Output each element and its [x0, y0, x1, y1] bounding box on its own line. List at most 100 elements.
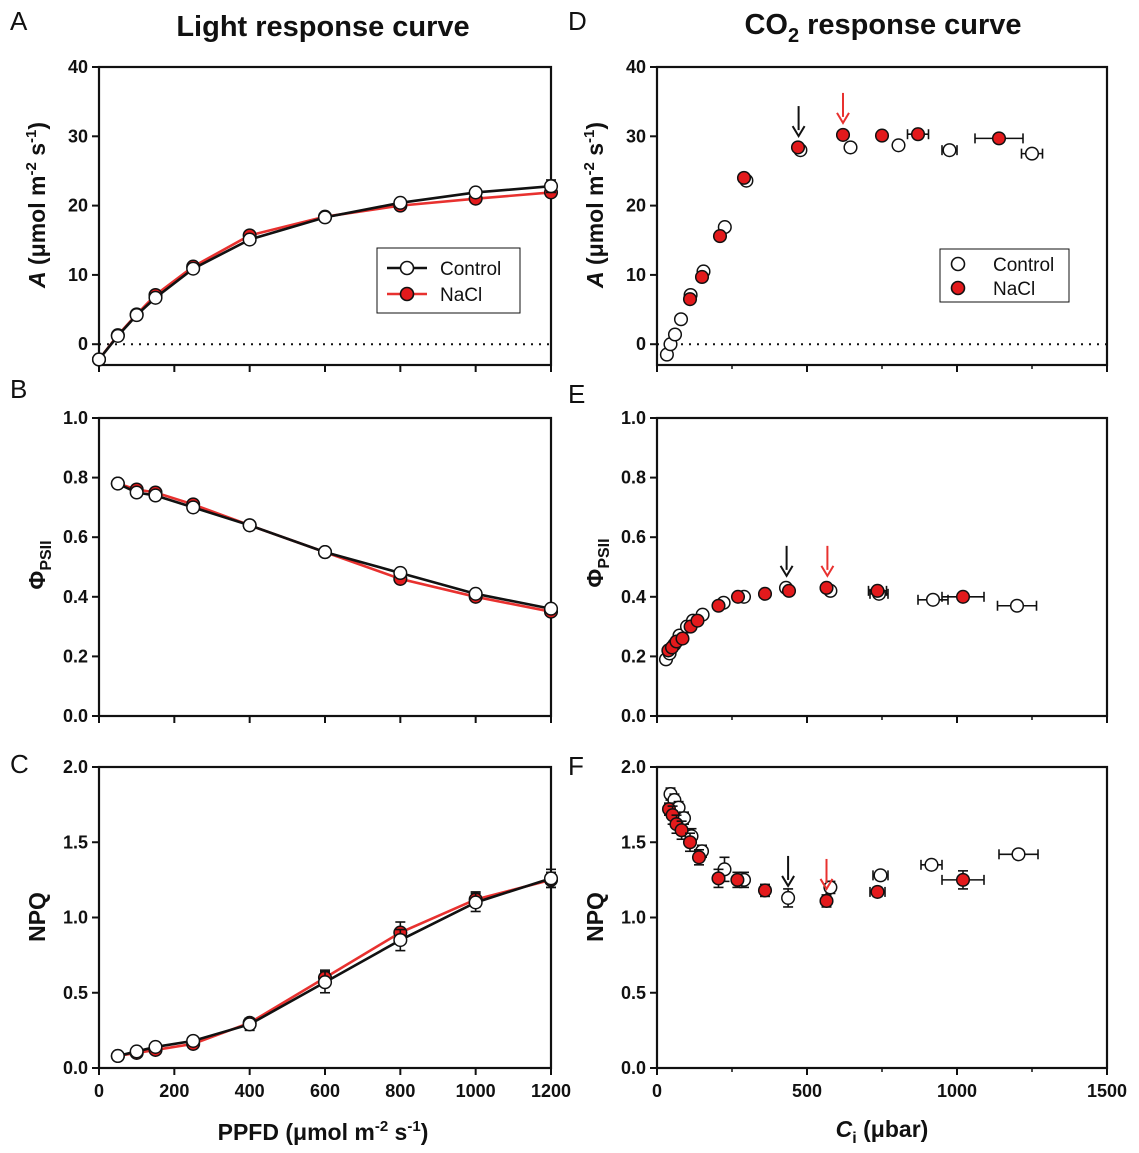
control-data-point: [468, 185, 483, 200]
nacl-data-point: [790, 140, 806, 155]
nacl-data-point: [874, 128, 890, 143]
control-data-point: [781, 890, 796, 905]
nacl-data-point: [991, 131, 1007, 146]
control-data-point: [1011, 847, 1026, 862]
y-tick-label: 0.5: [621, 983, 646, 1003]
nacl-data-point: [730, 872, 745, 887]
y-axis-label-a: A (μmol m-2 s-1): [23, 122, 50, 289]
control-data-point: [148, 1039, 163, 1054]
nacl-series-line: [117, 878, 552, 1058]
y-tick-label: 1.0: [621, 408, 646, 428]
control-data-point: [186, 261, 201, 276]
y-tick-label: 0.2: [621, 646, 646, 666]
nacl-data-point: [910, 127, 926, 142]
x-tick-label: 500: [792, 1081, 822, 1101]
panel-letter-e: E: [568, 379, 585, 409]
y-axis-label-b: ΦPSII: [24, 540, 55, 589]
plot-panel-e: 0.0 0.2 0.4 0.6 0.8 1.0: [621, 408, 1109, 726]
control-data-point: [925, 592, 941, 607]
nacl-data-point: [781, 583, 797, 598]
control-data-point: [110, 1048, 125, 1064]
co2-response-title: CO2 response curve: [744, 9, 1021, 47]
y-tick-label: 0: [636, 334, 646, 354]
legend-control-label: Control: [993, 255, 1054, 276]
panel-letter-c: C: [10, 749, 29, 779]
legend-d: Control NaCl: [939, 248, 1070, 303]
y-tick-label: 1.5: [621, 832, 646, 852]
control-data-point: [393, 195, 408, 210]
y-tick-label: 0.6: [621, 527, 646, 547]
control-data-point: [242, 232, 257, 247]
y-tick-label: 0.0: [63, 706, 88, 726]
y-tick-label: 30: [68, 126, 88, 146]
nacl-data-point: [757, 586, 773, 601]
x-tick-label: 1000: [456, 1081, 496, 1101]
nacl-data-point: [870, 583, 885, 598]
panel-letter-a: A: [10, 6, 28, 36]
y-tick-label: 2.0: [621, 757, 646, 777]
nacl-data-point: [870, 884, 885, 899]
x-tick-label: 0: [94, 1081, 104, 1101]
red-arrow-head: [820, 565, 835, 578]
y-axis-label-d: A (μmol m-2 s-1): [581, 122, 608, 289]
nacl-data-point: [682, 835, 698, 850]
y-tick-label: 0.0: [621, 706, 646, 726]
y-tick-label: 1.5: [63, 832, 88, 852]
control-data-point: [543, 871, 559, 886]
y-tick-label: 0.8: [621, 468, 646, 488]
legend-nacl-marker: [950, 280, 966, 296]
control-data-point: [468, 895, 483, 910]
x-tick-label: 200: [159, 1081, 189, 1101]
y-tick-label: 20: [68, 196, 88, 216]
y-axis-label-c: NPQ: [24, 892, 50, 942]
control-data-point: [110, 476, 125, 491]
x-axis-label-ci: Ci (μbar): [836, 1116, 929, 1147]
nacl-data-point: [819, 580, 834, 595]
y-tick-label: 40: [626, 57, 646, 77]
y-tick-label: 0.8: [63, 468, 88, 488]
x-tick-label: 1200: [531, 1081, 571, 1101]
control-series-line: [97, 184, 552, 361]
black-arrow-head: [779, 565, 794, 578]
control-data-point: [942, 143, 957, 158]
nacl-data-point: [694, 269, 710, 285]
black-arrow-head: [791, 125, 806, 139]
y-tick-label: 20: [626, 196, 646, 216]
x-tick-label: 800: [385, 1081, 415, 1101]
nacl-data-point: [819, 893, 834, 908]
control-data-point: [129, 485, 144, 500]
plot-frame: [655, 65, 1109, 367]
control-data-point: [468, 586, 483, 601]
nacl-data-point: [711, 598, 726, 613]
y-tick-label: 40: [68, 57, 88, 77]
nacl-data-point: [682, 292, 698, 307]
x-tick-label: 400: [235, 1081, 265, 1101]
legend-control-marker: [950, 256, 966, 272]
light-response-title: Light response curve: [176, 11, 469, 43]
legend-nacl-label: NaCl: [993, 279, 1035, 300]
control-data-point: [393, 565, 408, 581]
y-tick-label: 30: [626, 126, 646, 146]
y-tick-label: 0.2: [63, 646, 88, 666]
control-data-point: [186, 500, 201, 515]
nacl-data-point: [835, 127, 851, 142]
nacl-data-point: [955, 589, 971, 604]
plot-frame: [97, 416, 553, 718]
control-data-point: [393, 933, 408, 948]
plot-frame: [97, 765, 553, 1070]
y-tick-label: 1.0: [621, 908, 646, 928]
y-tick-label: 10: [626, 265, 646, 285]
control-data-point: [186, 1033, 201, 1048]
control-data-point: [242, 518, 257, 533]
nacl-data-point: [955, 872, 971, 887]
y-tick-label: 0.5: [63, 983, 88, 1003]
y-tick-label: 0.4: [621, 587, 646, 607]
control-data-point: [317, 545, 333, 560]
control-data-point: [148, 290, 163, 305]
legend-control-label: Control: [440, 259, 501, 280]
control-data-point: [673, 312, 689, 327]
y-tick-label: 0.0: [621, 1058, 646, 1078]
legend-nacl-marker: [399, 286, 415, 302]
control-data-point: [148, 488, 163, 503]
control-data-point: [1024, 146, 1040, 161]
